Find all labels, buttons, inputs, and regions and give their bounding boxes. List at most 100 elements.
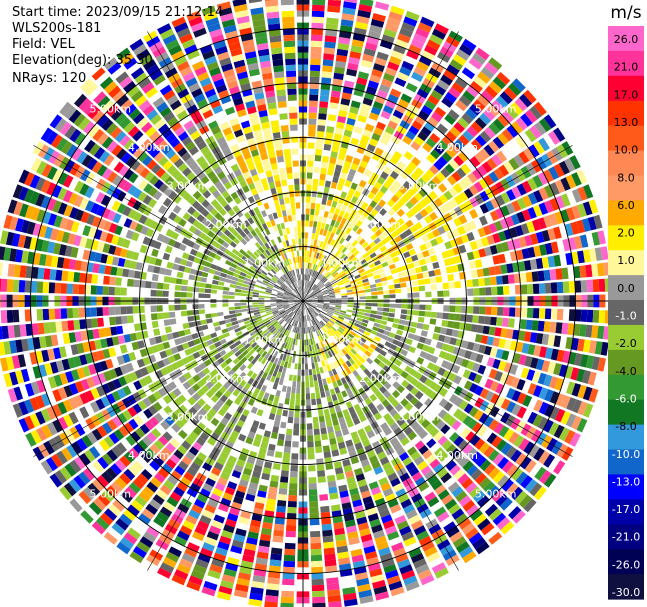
- ppi-gate: [405, 392, 414, 402]
- ppi-gate: [187, 316, 195, 322]
- ppi-gate: [350, 339, 358, 346]
- ppi-gate: [446, 230, 455, 240]
- ppi-gate: [308, 483, 317, 490]
- ppi-gate: [514, 490, 528, 505]
- ppi-gate: [392, 150, 403, 160]
- ppi-gate: [321, 77, 332, 85]
- ppi-gate: [558, 364, 568, 378]
- ppi-gate: [36, 309, 44, 321]
- ppi-gate: [410, 387, 419, 396]
- ppi-gate: [394, 235, 403, 243]
- ppi-gate: [339, 31, 352, 39]
- ppi-gate: [313, 374, 318, 381]
- ppi-gate: [371, 225, 379, 233]
- ppi-gate: [309, 282, 313, 288]
- ppi-gate: [328, 307, 335, 311]
- ppi-gate: [365, 42, 378, 51]
- ppi-gate: [218, 320, 226, 326]
- ppi-gate: [512, 238, 522, 249]
- ppi-gate: [426, 362, 435, 371]
- ppi-gate: [359, 337, 367, 343]
- ppi-gate: [311, 560, 323, 568]
- ppi-gate: [222, 290, 229, 295]
- ppi-gate: [511, 467, 524, 481]
- ppi-gate: [296, 387, 301, 394]
- ppi-gate: [305, 286, 308, 293]
- ppi-gate: [320, 427, 327, 435]
- ppi-gate: [475, 134, 487, 147]
- ppi-gate: [501, 478, 514, 492]
- ppi-gate: [312, 285, 318, 291]
- ppi-gate: [443, 69, 457, 81]
- ppi-gate: [488, 81, 502, 94]
- ppi-gate: [309, 220, 314, 227]
- ppi-gate: [417, 316, 425, 323]
- ppi-gate: [335, 302, 342, 304]
- ppi-gate: [310, 275, 314, 282]
- ppi-gate: [323, 143, 332, 151]
- ppi-gate: [364, 169, 373, 178]
- ppi-gate: [543, 321, 551, 333]
- ppi-gate: [321, 433, 328, 441]
- ppi-gate: [258, 295, 265, 298]
- ppi-gate: [535, 257, 544, 269]
- ppi-gate: [466, 314, 473, 323]
- ppi-gate: [0, 310, 8, 324]
- ppi-gate: [357, 71, 370, 80]
- ppi-gate: [439, 327, 447, 335]
- ppi-gate: [356, 280, 363, 285]
- ppi-gate: [519, 319, 527, 330]
- ppi-gate: [318, 314, 324, 320]
- ppi-gate: [339, 324, 347, 330]
- ppi-gate: [430, 284, 438, 291]
- ppi-gate: [288, 356, 293, 363]
- ppi-gate: [310, 304, 317, 308]
- ppi-gate: [345, 206, 353, 215]
- ppi-gate: [385, 125, 395, 135]
- ppi-gate: [322, 318, 328, 324]
- ppi-gate: [287, 507, 297, 514]
- ppi-gate: [533, 385, 543, 398]
- ppi-gate: [288, 495, 297, 502]
- ppi-gate: [61, 320, 69, 332]
- ppi-gate: [351, 196, 359, 204]
- ppi-gate: [329, 277, 335, 283]
- ppi-gate: [481, 236, 490, 247]
- ppi-gate: [343, 129, 353, 138]
- ppi-gate: [288, 410, 294, 418]
- ppi-gate: [308, 281, 311, 288]
- ppi-gate: [377, 268, 385, 274]
- ppi-gate: [326, 322, 333, 328]
- ppi-gate: [240, 305, 247, 309]
- ppi-gate: [275, 205, 281, 212]
- ppi-gate: [229, 313, 237, 319]
- ppi-gate: [333, 133, 342, 141]
- ppi-gate: [520, 367, 530, 379]
- ppi-gate: [320, 276, 326, 282]
- ppi-gate: [349, 330, 357, 337]
- ppi-gate: [460, 427, 471, 439]
- ppi-gate: [406, 287, 414, 293]
- ppi-gate: [490, 276, 497, 286]
- ppi-gate: [506, 464, 519, 477]
- ppi-gate: [375, 315, 383, 320]
- ppi-gate: [472, 362, 481, 373]
- ppi-gate: [323, 547, 335, 555]
- ppi-gate: [399, 277, 406, 283]
- ppi-gate: [304, 345, 307, 352]
- ppi-gate: [308, 256, 311, 263]
- ppi-gate: [510, 486, 523, 500]
- ppi-gate: [348, 187, 356, 196]
- ppi-gate: [281, 385, 287, 392]
- ppi-gate: [431, 111, 443, 123]
- ppi-gate: [526, 369, 536, 381]
- ppi-gate: [400, 282, 407, 288]
- ppi-gate: [308, 281, 312, 288]
- ppi-gate: [338, 109, 348, 118]
- ppi-gate: [61, 270, 69, 282]
- ppi-gate: [352, 157, 361, 166]
- ppi-gate: [532, 414, 543, 428]
- ppi-gate: [315, 289, 321, 294]
- ppi-gate: [541, 229, 551, 242]
- ppi-gate: [280, 372, 286, 380]
